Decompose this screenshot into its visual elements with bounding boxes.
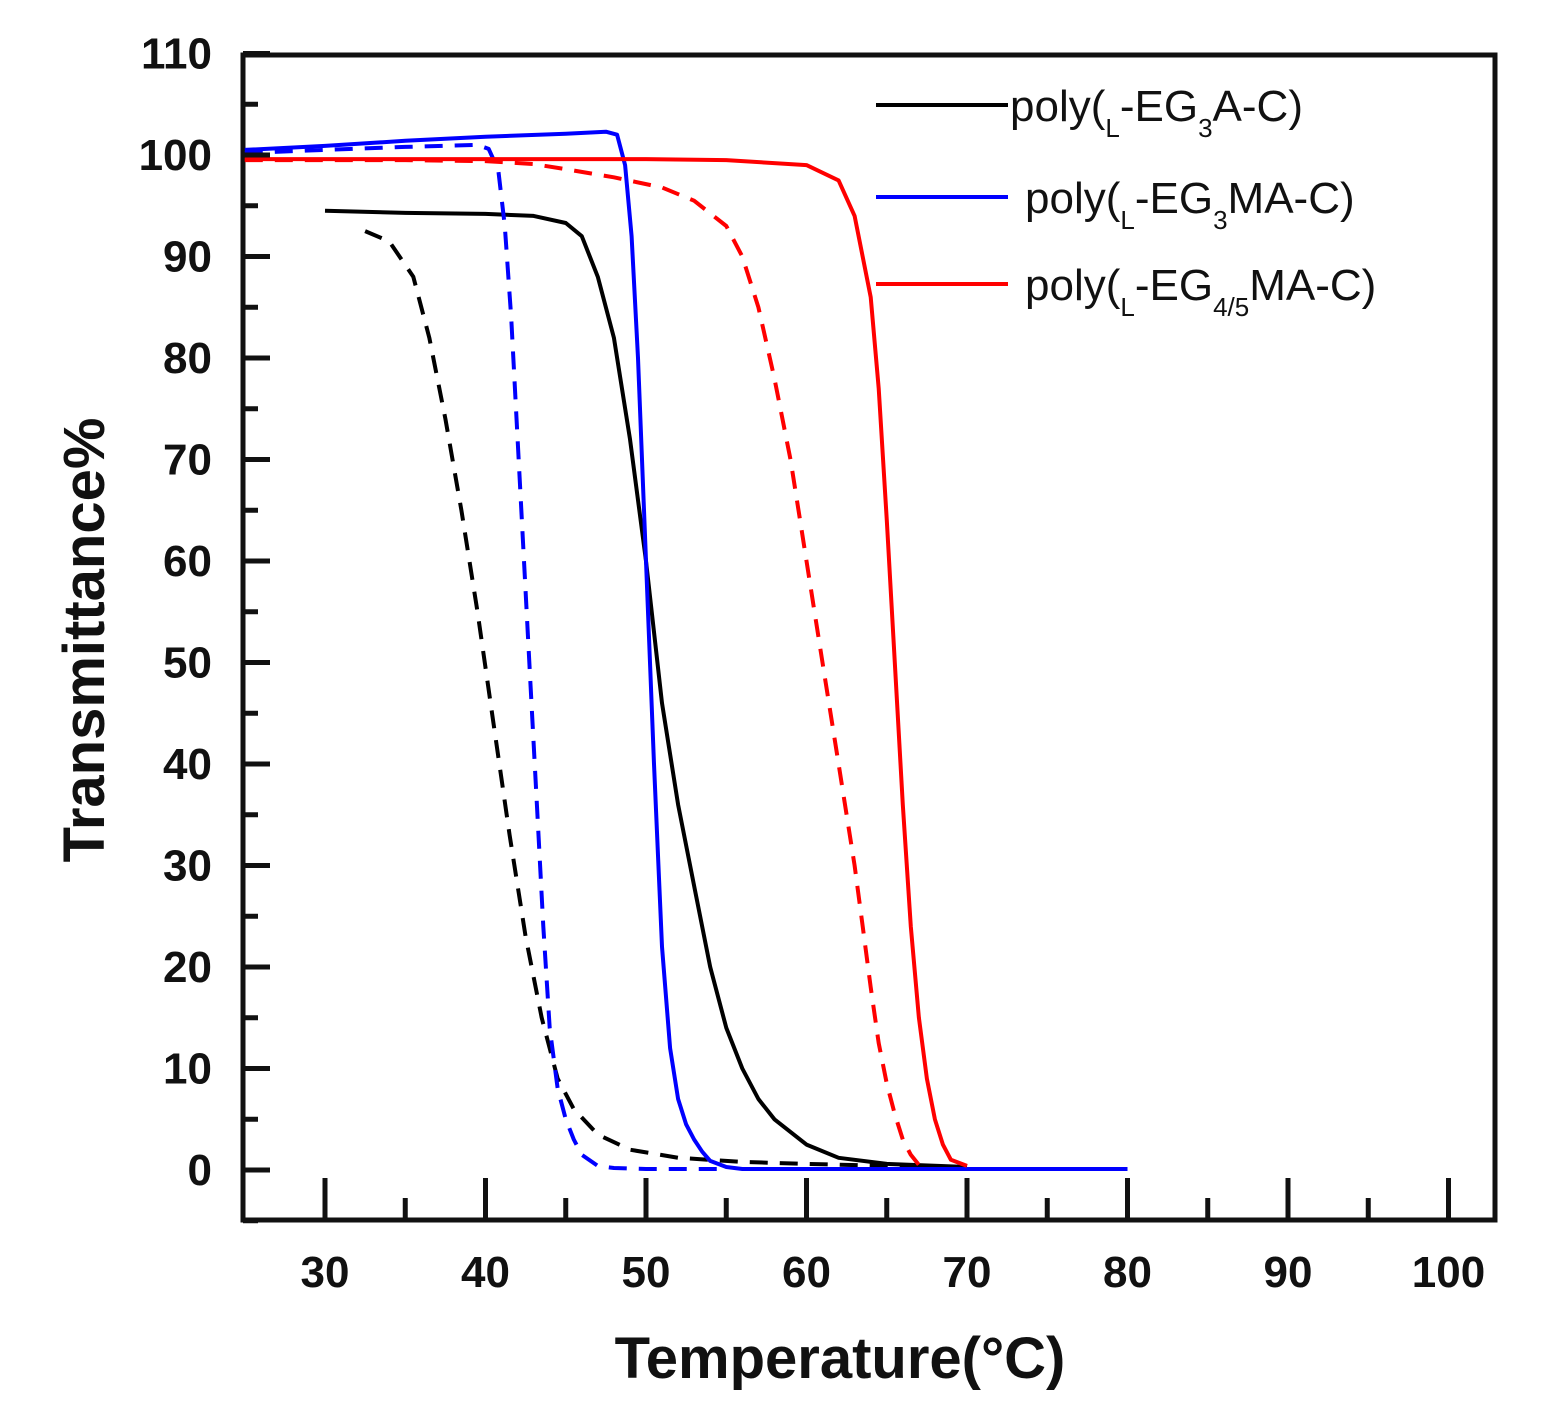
y-tick-label: 60 — [163, 537, 212, 586]
plot-frame — [240, 52, 1498, 1223]
legend-subscript: L — [1120, 292, 1134, 322]
y-tick-label: 50 — [163, 639, 212, 688]
y-tick-label: 100 — [139, 131, 212, 180]
y-tick-label: 0 — [188, 1146, 212, 1195]
legend-text-part: -EG — [1120, 82, 1198, 131]
series-line — [324, 208, 968, 1169]
y-tick-label: 30 — [163, 842, 212, 891]
x-axis-title: Temperature(°C) — [615, 1326, 1066, 1391]
legend-text-part: MA-C) — [1249, 261, 1376, 310]
x-tick-label: 100 — [1412, 1248, 1485, 1297]
y-tick-label: 70 — [163, 436, 212, 485]
y-axis-title: Transmittance% — [52, 418, 117, 863]
x-tick-label: 30 — [301, 1248, 350, 1297]
x-tick-label: 80 — [1103, 1248, 1152, 1297]
legend-subscript: 3 — [1213, 205, 1227, 235]
legend: poly(L-EG3A-C)poly(L-EG3MA-C)poly(L-EG4/… — [876, 82, 1376, 322]
legend-text-part: -EG — [1135, 174, 1213, 223]
series-line — [244, 157, 968, 1168]
y-tick-label: 10 — [163, 1045, 212, 1094]
legend-label: poly(L-EG3MA-C) — [1025, 174, 1355, 235]
legend-subscript: 4/5 — [1213, 292, 1249, 322]
series-line — [244, 158, 921, 1167]
legend-text-part: MA-C) — [1228, 174, 1355, 223]
legend-text-part: -EG — [1135, 261, 1213, 310]
y-tick-label: 110 — [141, 30, 212, 79]
legend-text-part: poly( — [1025, 261, 1121, 310]
y-tick-label: 80 — [163, 334, 212, 383]
series-layer — [244, 129, 1128, 1171]
legend-text-part: poly( — [1025, 174, 1121, 223]
legend-text-part: A-C) — [1213, 82, 1303, 131]
axis-ticks: 0 10 20 30 40 50 60 70 80 90 100 110 30 40 50 60 70 80 90 1… — [139, 30, 1486, 1298]
legend-label: poly(L-EG3A-C) — [1010, 82, 1303, 143]
legend-subscript: L — [1105, 113, 1119, 143]
x-tick-label: 40 — [461, 1248, 510, 1297]
legend-label: poly(L-EG4/5MA-C) — [1025, 261, 1376, 322]
legend-subscript: 3 — [1198, 113, 1212, 143]
legend-subscript: L — [1120, 205, 1134, 235]
series-line — [244, 129, 1128, 1171]
y-tick-label: 20 — [163, 943, 212, 992]
x-tick-label: 90 — [1264, 1248, 1313, 1297]
series-line — [244, 142, 727, 1171]
y-tick-label: 40 — [163, 740, 212, 789]
y-tick-label: 90 — [163, 233, 212, 282]
x-tick-label: 70 — [943, 1248, 992, 1297]
series-line — [364, 229, 968, 1169]
legend-text-part: poly( — [1010, 82, 1106, 131]
x-tick-label: 60 — [782, 1248, 831, 1297]
x-tick-label: 50 — [622, 1248, 671, 1297]
